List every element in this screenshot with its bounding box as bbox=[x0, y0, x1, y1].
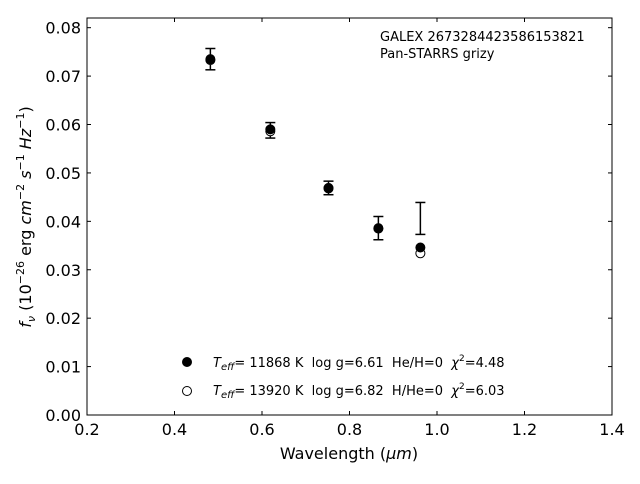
legend-marker-open bbox=[182, 386, 192, 396]
y-tick-label: 0.03 bbox=[45, 261, 81, 280]
plot-area bbox=[86, 17, 613, 416]
x-tick-label: 0.8 bbox=[337, 420, 362, 439]
y-tick-label: 0.04 bbox=[45, 212, 81, 231]
point-model-he-h bbox=[205, 54, 216, 65]
y-axis-label: fν (10−26 erg cm−2 s−1 Hz−1) bbox=[14, 106, 38, 327]
y-axis-ticks: 0.00 0.01 0.02 0.03 0.04 0.05 0.06 0.07 0.08 bbox=[45, 19, 612, 425]
point-model-he-h bbox=[265, 124, 276, 135]
x-tick-label: 1.2 bbox=[512, 420, 537, 439]
x-axis-ticks: 0.2 0.4 0.6 0.8 1.0 1.2 1.4 bbox=[74, 18, 625, 439]
legend-entry-1: Teff= 11868 K log g=6.61 He/H=0 χ2=4.48 bbox=[213, 354, 505, 373]
x-tick-label: 0.6 bbox=[249, 420, 274, 439]
x-tick-label: 0.2 bbox=[74, 420, 99, 439]
y-tick-label: 0.05 bbox=[45, 164, 81, 183]
y-tick-label: 0.06 bbox=[45, 116, 81, 135]
annotation-source: GALEX 2673284423586153821 bbox=[380, 30, 585, 45]
point-model-he-h bbox=[415, 242, 426, 253]
x-tick-label: 0.4 bbox=[162, 420, 187, 439]
legend-entry-2: Teff= 13920 K log g=6.82 H/He=0 χ2=6.03 bbox=[213, 382, 505, 401]
y-tick-label: 0.00 bbox=[45, 406, 81, 425]
x-tick-label: 1.4 bbox=[599, 420, 624, 439]
y-tick-label: 0.01 bbox=[45, 358, 81, 377]
data-marks bbox=[205, 47, 426, 259]
legend: Teff= 11868 K log g=6.61 He/H=0 χ2=4.48 … bbox=[182, 354, 505, 401]
point-model-he-h bbox=[323, 182, 334, 193]
y-tick-label: 0.08 bbox=[45, 19, 81, 38]
point-model-he-h bbox=[373, 223, 384, 234]
x-axis-label: Wavelength (μm) bbox=[280, 444, 418, 463]
y-tick-label: 0.02 bbox=[45, 309, 81, 328]
legend-marker-filled bbox=[182, 357, 192, 367]
y-tick-label: 0.07 bbox=[45, 67, 81, 86]
annotation-survey: Pan-STARRS grizy bbox=[380, 47, 495, 62]
x-tick-label: 1.0 bbox=[424, 420, 449, 439]
